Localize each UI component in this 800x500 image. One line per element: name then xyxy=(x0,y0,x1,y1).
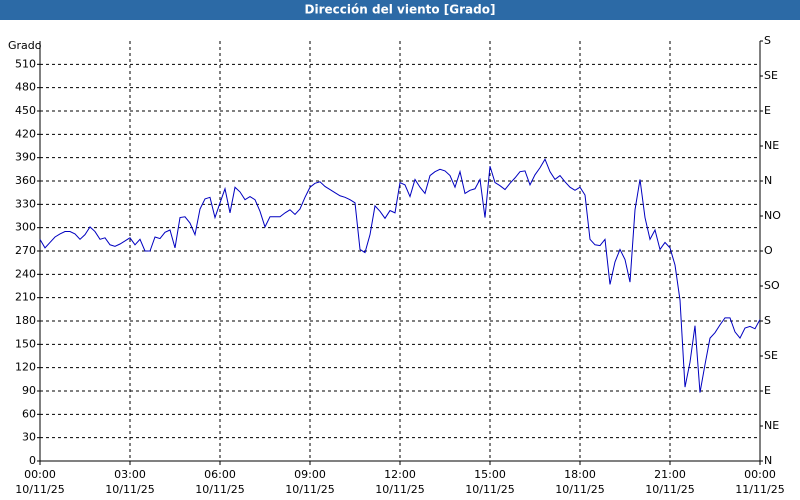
y-tick-label: 0 xyxy=(29,454,36,467)
y-tick-label: 270 xyxy=(15,244,36,257)
y-tick-label: 360 xyxy=(15,174,36,187)
y-tick-label: 420 xyxy=(15,127,36,140)
x-tick-label: 06:00 xyxy=(204,468,236,481)
x-tick-label: 10/11/25 xyxy=(105,483,154,496)
y2-tick-label: NO xyxy=(764,209,781,222)
y-tick-label: 120 xyxy=(15,361,36,374)
y2-tick-label: NE xyxy=(764,139,779,152)
y-tick-label: 150 xyxy=(15,337,36,350)
y2-tick-label: N xyxy=(764,174,772,187)
y-tick-label: 240 xyxy=(15,267,36,280)
y-axis-label: Grado xyxy=(8,39,42,52)
x-tick-label: 10/11/25 xyxy=(15,483,64,496)
x-tick-label: 12:00 xyxy=(384,468,416,481)
y-tick-label: 60 xyxy=(22,407,36,420)
y2-tick-label: S xyxy=(764,34,771,47)
data-line xyxy=(39,158,761,393)
y2-tick-label: E xyxy=(764,384,771,397)
chart-title: Dirección del viento [Grado] xyxy=(305,3,496,17)
x-tick-label: 18:00 xyxy=(564,468,596,481)
title-bar xyxy=(0,0,800,20)
y-tick-label: 90 xyxy=(22,384,36,397)
x-tick-label: 00:00 xyxy=(744,468,776,481)
x-tick-label: 10/11/25 xyxy=(465,483,514,496)
x-tick-label: 03:00 xyxy=(114,468,146,481)
x-tick-label: 11/11/25 xyxy=(735,483,784,496)
y2-tick-label: SE xyxy=(764,349,778,362)
y2-tick-label: O xyxy=(764,244,773,257)
y-tick-label: 330 xyxy=(15,197,36,210)
y-tick-label: 480 xyxy=(15,81,36,94)
x-tick-label: 09:00 xyxy=(294,468,326,481)
y-tick-label: 180 xyxy=(15,314,36,327)
y2-tick-label: S xyxy=(764,314,771,327)
y-tick-label: 510 xyxy=(15,57,36,70)
y-tick-label: 300 xyxy=(15,221,36,234)
y-tick-label: 30 xyxy=(22,431,36,444)
y2-tick-label: SE xyxy=(764,69,778,82)
y-tick-label: 450 xyxy=(15,104,36,117)
y2-tick-label: SO xyxy=(764,279,780,292)
x-tick-label: 10/11/25 xyxy=(195,483,244,496)
x-tick-label: 10/11/25 xyxy=(285,483,334,496)
y-tick-label: 210 xyxy=(15,291,36,304)
x-tick-label: 15:00 xyxy=(474,468,506,481)
x-tick-label: 10/11/25 xyxy=(375,483,424,496)
y2-tick-label: E xyxy=(764,104,771,117)
x-tick-label: 10/11/25 xyxy=(645,483,694,496)
y-tick-label: 390 xyxy=(15,151,36,164)
y2-tick-label: N xyxy=(764,454,772,467)
x-tick-label: 21:00 xyxy=(654,468,686,481)
x-tick-label: 00:00 xyxy=(24,468,56,481)
x-tick-label: 10/11/25 xyxy=(555,483,604,496)
y2-tick-label: NE xyxy=(764,419,779,432)
